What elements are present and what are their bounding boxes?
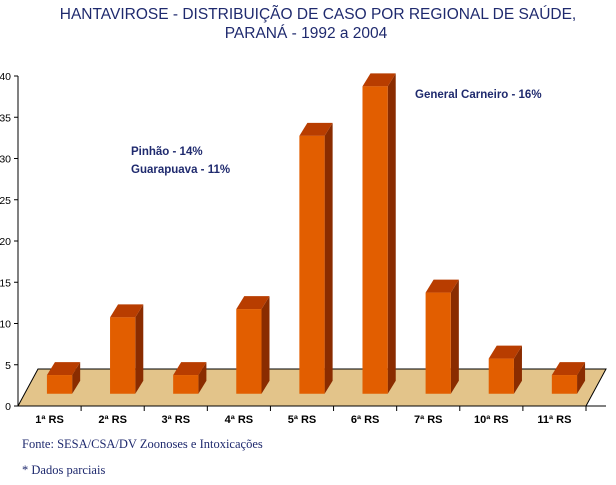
x-tick-label: 5ª RS <box>288 414 317 426</box>
bar-top <box>236 296 270 310</box>
bar-side <box>198 362 207 394</box>
bar-side <box>387 73 396 394</box>
bar-front <box>46 375 73 394</box>
y-tick-label: 40 <box>0 71 11 83</box>
bar <box>46 362 81 394</box>
bar-top <box>110 304 144 318</box>
bar-top <box>362 73 396 87</box>
x-tick-label: 7ª RS <box>414 414 443 426</box>
bar-side <box>450 279 459 394</box>
x-tick-label: 10ª RS <box>474 414 509 426</box>
bar-top <box>173 362 207 376</box>
bar-front <box>110 317 136 394</box>
bar-side <box>72 362 81 394</box>
partial-data-note: * Dados parciais <box>22 463 105 477</box>
y-tick-label: 10 <box>0 319 11 331</box>
x-tick-label: 11ª RS <box>537 414 571 426</box>
bar <box>110 304 144 394</box>
bar-side <box>513 345 522 394</box>
y-tick-label: 20 <box>0 236 11 248</box>
bar-front <box>488 358 514 394</box>
bar <box>299 122 333 394</box>
annotation-pinhao: Pinhão - 14% <box>131 146 203 158</box>
bar-top <box>551 362 586 376</box>
bar-front <box>173 375 199 394</box>
chart-title: HANTAVIROSE - DISTRIBUIÇÃO DE CASO POR R… <box>60 6 576 23</box>
bar <box>236 296 270 394</box>
x-tick-label: 3ª RS <box>162 414 191 426</box>
bar-side <box>577 362 586 394</box>
x-tick-label: 2ª RS <box>98 414 127 426</box>
y-tick-labels: 0 5 10 15 20 25 30 35 40 <box>0 71 11 413</box>
y-tick-label: 30 <box>0 154 11 166</box>
y-tick-label: 25 <box>0 195 11 207</box>
source-note: Fonte: SESA/CSA/DV Zoonoses e Intoxicaçõ… <box>22 437 263 451</box>
annotation-general-carneiro: General Carneiro - 16% <box>415 89 542 101</box>
bar-side <box>135 304 144 394</box>
bar <box>488 345 522 394</box>
bars <box>46 73 586 394</box>
y-tick-label: 0 <box>5 401 11 413</box>
bar <box>173 362 207 394</box>
bar-top <box>488 345 522 359</box>
bar-top <box>425 279 459 293</box>
bar-front <box>425 292 451 394</box>
bar-top <box>299 122 333 136</box>
y-tick-label: 5 <box>5 360 11 372</box>
bar-front <box>299 135 325 394</box>
bar-top <box>46 362 81 376</box>
x-tick-labels: 1ª RS 2ª RS 3ª RS 4ª RS 5ª RS 6ª RS 7ª RS 10ª R… <box>35 414 571 426</box>
x-tick-label: 1ª RS <box>35 414 64 426</box>
y-tick-label: 35 <box>0 112 11 124</box>
annotation-guarapuava: Guarapuava - 11% <box>131 164 230 176</box>
bar-front <box>551 375 578 394</box>
bar-front <box>362 86 388 394</box>
bar <box>551 362 586 394</box>
bar-front <box>236 309 262 394</box>
bar <box>362 73 396 394</box>
y-tick-label: 15 <box>0 277 11 289</box>
bar-side <box>324 122 333 394</box>
bar <box>425 279 459 394</box>
chart-subtitle: PARANÁ - 1992 a 2004 <box>225 25 388 42</box>
x-tick-label: 6ª RS <box>351 414 380 426</box>
x-tick-label: 4ª RS <box>225 414 254 426</box>
bar-side <box>261 296 270 394</box>
